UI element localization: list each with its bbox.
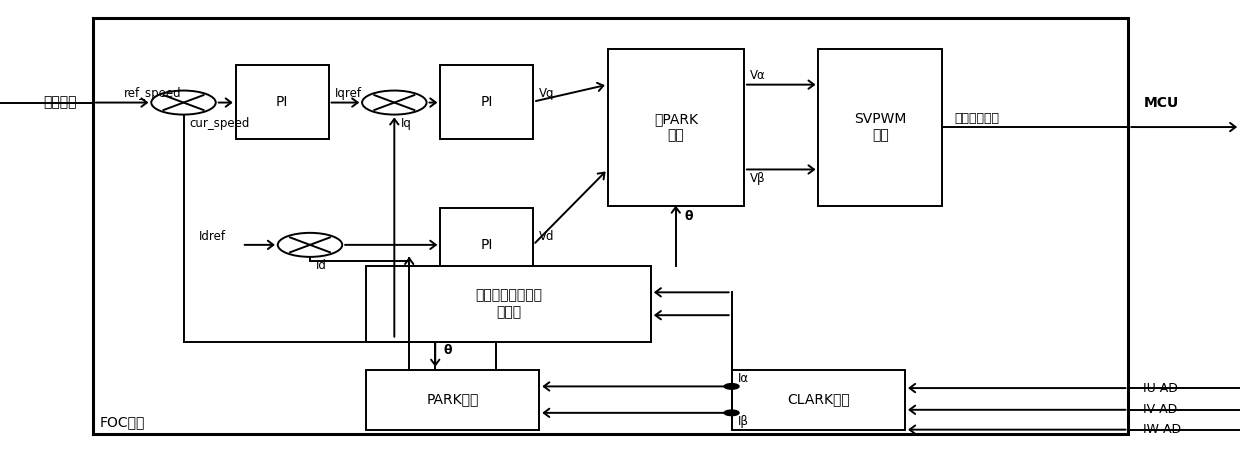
Text: IU AD: IU AD	[1143, 382, 1178, 395]
Text: θ: θ	[684, 210, 693, 223]
Text: 寄存器配置值: 寄存器配置值	[955, 112, 999, 125]
Text: Idref: Idref	[198, 230, 226, 243]
Text: Iβ: Iβ	[738, 415, 749, 428]
Circle shape	[278, 233, 342, 257]
Text: FOC算法: FOC算法	[99, 416, 145, 430]
Text: Vq: Vq	[539, 87, 556, 100]
Circle shape	[362, 91, 427, 115]
Text: 逢PARK
变换: 逢PARK 变换	[653, 112, 698, 142]
Text: Iq: Iq	[401, 117, 412, 130]
Text: θ: θ	[444, 344, 453, 357]
Bar	[818, 49, 942, 206]
Text: Vβ: Vβ	[750, 172, 766, 185]
Text: Iα: Iα	[738, 371, 749, 384]
Text: SVPWM
调制: SVPWM 调制	[854, 112, 906, 142]
Bar	[366, 266, 651, 342]
Text: PI: PI	[481, 95, 492, 109]
Circle shape	[724, 410, 739, 416]
Text: 转子转速与位置估
算模块: 转子转速与位置估 算模块	[475, 289, 542, 319]
Text: Vα: Vα	[750, 69, 766, 82]
Circle shape	[724, 383, 739, 389]
Text: PARK变换: PARK变换	[427, 393, 479, 407]
Text: PI: PI	[481, 238, 492, 252]
Bar	[366, 370, 539, 430]
Text: cur_speed: cur_speed	[190, 117, 250, 130]
Bar	[93, 18, 1128, 434]
Text: MCU: MCU	[1143, 96, 1178, 109]
Bar	[440, 208, 533, 282]
Bar	[440, 65, 533, 139]
Text: CLARK变换: CLARK变换	[787, 393, 849, 407]
Bar	[236, 65, 329, 139]
Bar	[732, 370, 905, 430]
Bar	[608, 49, 744, 206]
Text: Iqref: Iqref	[335, 87, 362, 100]
Text: PI: PI	[277, 95, 288, 109]
Text: IW AD: IW AD	[1143, 423, 1182, 436]
Text: Vd: Vd	[539, 230, 556, 243]
Circle shape	[151, 91, 216, 115]
Text: ref_speed: ref_speed	[124, 87, 181, 100]
Text: IV AD: IV AD	[1143, 403, 1178, 416]
Text: 主控制器: 主控制器	[43, 96, 77, 109]
Text: Id: Id	[316, 259, 327, 272]
